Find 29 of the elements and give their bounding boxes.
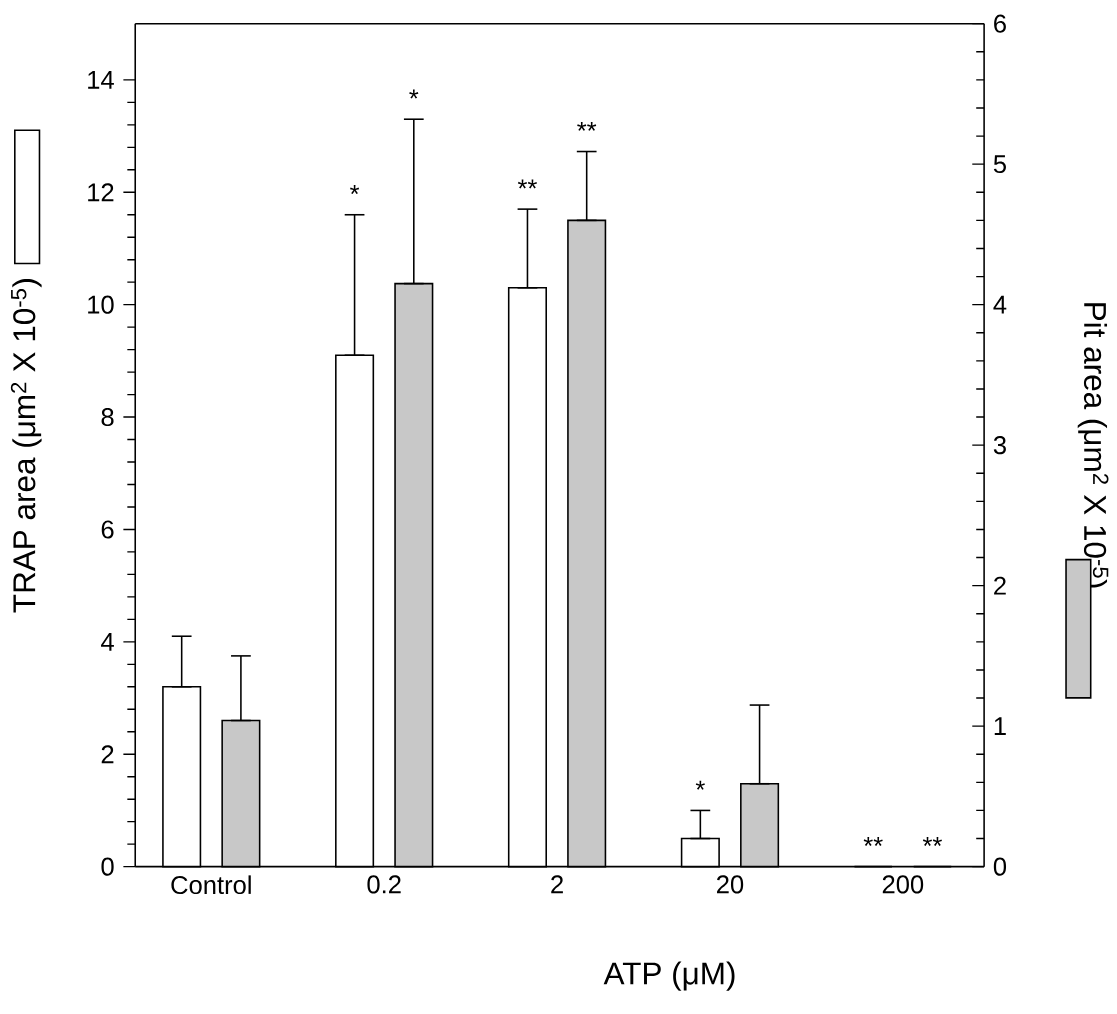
y-tick-label: 10 — [88, 295, 114, 314]
annotation: * — [695, 780, 705, 790]
x-tick-label: Control — [171, 875, 251, 895]
y-tick-label: 2 — [101, 745, 114, 764]
x-tick-label: 2 — [551, 875, 563, 894]
x-tick-label: 0.2 — [367, 875, 401, 894]
annotation: ** — [577, 122, 597, 132]
y-axis-title: TRAP area (μm$^{2}$ X 10$^{-5}$) — [10, 279, 42, 613]
x-axis-title: ATP (μM) — [603, 961, 735, 992]
annotation: ** — [863, 837, 883, 847]
annotation: ** — [517, 179, 537, 189]
annotation: ** — [922, 837, 942, 847]
y2-tick-label: 0 — [993, 857, 1007, 876]
annotation: * — [350, 185, 360, 195]
x-tick-label: 200 — [882, 875, 924, 894]
y2-tick-label: 6 — [994, 14, 1006, 33]
y-tick-label: 14 — [88, 71, 114, 89]
y-tick-label: 8 — [101, 408, 114, 427]
y2-tick-label: 2 — [994, 576, 1006, 595]
y-tick-label: 0 — [101, 857, 114, 876]
y2-tick-label: 5 — [993, 155, 1006, 174]
y2-tick-label: 1 — [994, 717, 1006, 736]
annotation: * — [409, 89, 419, 99]
y-tick-label: 6 — [101, 520, 114, 539]
y-tick-label: 12 — [88, 183, 114, 202]
x-tick-label: 20 — [717, 875, 744, 894]
y2-tick-label: 3 — [993, 436, 1006, 455]
y-tick-label: 4 — [101, 633, 114, 651]
y2-tick-label: 4 — [993, 296, 1007, 314]
